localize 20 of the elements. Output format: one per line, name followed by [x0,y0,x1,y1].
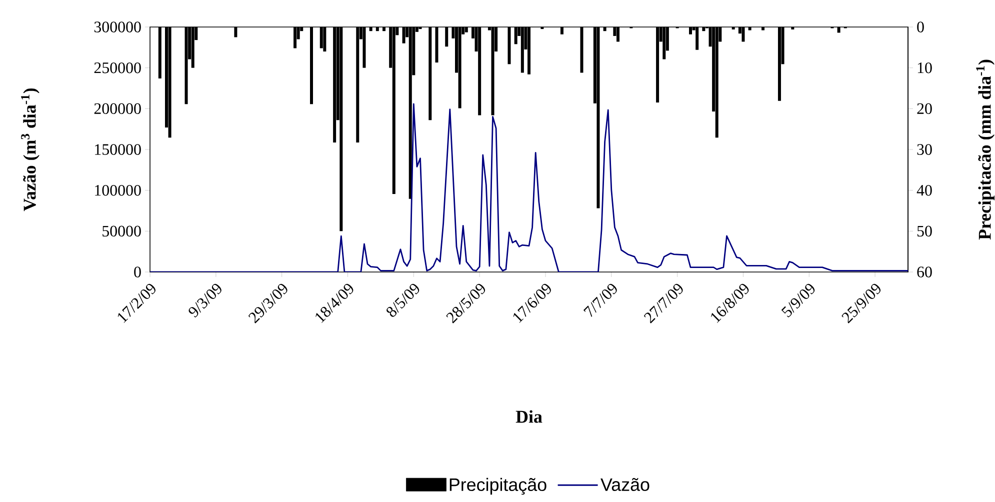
x-axis-title: Dia [516,410,542,423]
y-tick-label: 300000 [94,22,141,32]
y-axis-title: Vazão (m$^{3}$ dia$^{-1}$) [21,88,40,212]
y2-axis-title: Precipitacão (mm dia$^{-1}$) [976,60,994,240]
line-series [150,103,908,272]
y-tick-label: 150000 [95,144,141,155]
y-tick-label: 200000 [94,103,141,114]
y-tick-label: 100000 [95,184,141,196]
legend-label: Vazão [600,478,650,491]
y-tick-label: 50000 [102,226,141,237]
y2-tick-label: 50 [917,226,932,237]
y2-tick-label: 60 [917,266,932,278]
y2-tick-label: 10 [918,62,932,74]
legend-label: Precipitação [450,478,546,495]
y2-tick-label: 0 [917,22,924,32]
y2-tick-label: 20 [917,103,932,114]
y2-tick-label: 30 [917,144,932,155]
y2-tick-label: 40 [916,184,932,196]
y-tick-label: 250000 [94,62,141,74]
y-tick-label: 0 [134,266,141,278]
